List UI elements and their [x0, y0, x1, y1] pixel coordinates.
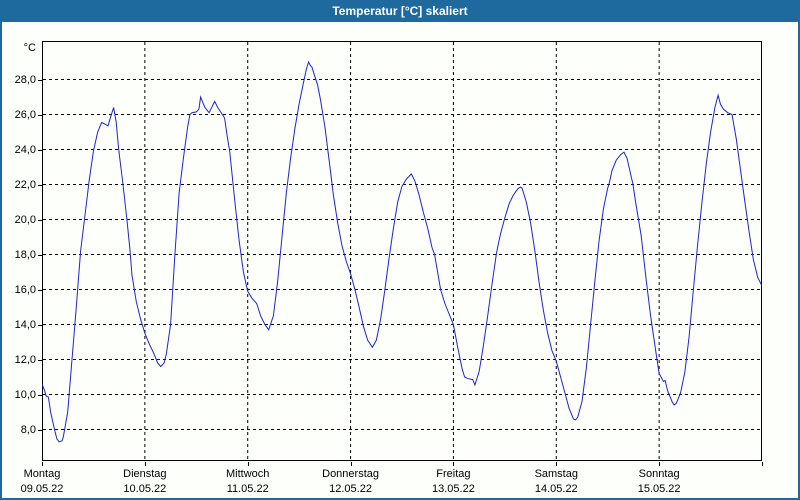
y-axis-tick-label: 24,0 [14, 143, 36, 156]
y-axis-tick-label: 8,0 [20, 423, 36, 436]
x-axis-date-label: 11.05.22 [226, 483, 269, 495]
y-axis-tick-mark [38, 429, 42, 431]
x-axis-tick-mark [144, 462, 146, 466]
y-axis-unit-label: °C [23, 42, 36, 54]
y-axis-tick-mark [38, 254, 42, 256]
x-axis-date-label: 14.05.22 [534, 483, 578, 495]
y-axis-tick-label: 18,0 [14, 248, 36, 261]
y-axis-tick-label: 14,0 [14, 318, 36, 331]
x-axis-day-label: Sonntag [638, 468, 680, 480]
x-axis-tick-mark [42, 462, 43, 466]
x-axis-tick-mark [350, 462, 352, 466]
y-axis-tick-label: 10,0 [14, 388, 36, 401]
y-axis-tick-mark [38, 184, 42, 186]
window-titlebar[interactable]: Temperatur [°C] skaliert [2, 2, 798, 22]
x-axis-tick-mark [556, 462, 558, 466]
y-axis-tick-label: 12,0 [14, 353, 36, 366]
y-axis-tick-mark [38, 79, 42, 81]
y-axis-tick-mark [38, 149, 42, 151]
y-axis-tick-mark [38, 324, 42, 326]
x-axis-day-label: Freitag [436, 468, 471, 480]
x-axis-tick-mark [247, 462, 249, 466]
x-axis-date-label: 13.05.22 [432, 483, 475, 495]
y-axis-tick-mark [38, 289, 42, 291]
y-axis-tick-label: 28,0 [14, 73, 36, 86]
x-axis-day-label: Montag [23, 468, 61, 480]
x-axis-tick-mark [659, 462, 661, 466]
x-axis-day-label: Dienstag [123, 468, 167, 480]
x-axis-day-label: Donnerstag [322, 468, 379, 480]
x-axis-day-label: Samstag [534, 468, 578, 480]
y-axis-tick-mark [38, 359, 42, 361]
y-axis-tick-mark [38, 114, 42, 116]
y-axis-tick-label: 16,0 [14, 283, 36, 296]
chart-plot-area [42, 41, 762, 461]
plot-border [42, 41, 762, 461]
x-axis-day-label: Mittwoch [226, 468, 270, 480]
y-axis-tick-mark [38, 219, 42, 221]
x-axis-date-label: 12.05.22 [329, 483, 372, 495]
y-axis-tick-label: 22,0 [14, 178, 36, 191]
y-axis-tick-mark [38, 394, 42, 396]
x-axis-date-label: 09.05.22 [20, 483, 64, 495]
temperature-line [42, 60, 762, 443]
x-axis-tick-mark [453, 462, 455, 466]
x-axis-tick-mark [762, 462, 763, 466]
window-title: Temperatur [°C] skaliert [332, 4, 468, 18]
x-axis-date-label: 15.05.22 [637, 483, 681, 495]
y-axis-tick-label: 26,0 [14, 108, 36, 121]
y-axis-tick-label: 20,0 [14, 213, 36, 226]
x-axis-date-label: 10.05.22 [123, 483, 167, 495]
